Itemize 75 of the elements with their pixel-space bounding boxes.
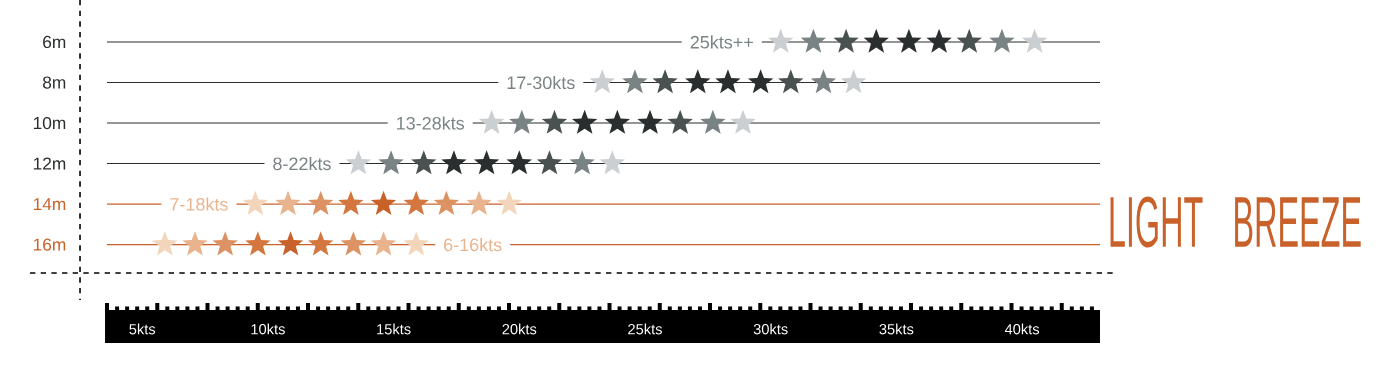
point bbox=[441, 150, 467, 175]
point bbox=[956, 28, 982, 53]
point bbox=[652, 69, 678, 94]
point bbox=[340, 231, 367, 256]
point bbox=[715, 69, 741, 94]
point bbox=[433, 190, 460, 215]
point bbox=[637, 109, 663, 134]
annotation: 6-16kts bbox=[444, 238, 502, 252]
point bbox=[403, 190, 429, 215]
x-tick-label: 25kts bbox=[628, 323, 662, 335]
point bbox=[277, 231, 304, 256]
point bbox=[569, 150, 595, 175]
point bbox=[536, 150, 563, 175]
point bbox=[506, 150, 532, 175]
point bbox=[466, 190, 492, 215]
point bbox=[810, 69, 837, 94]
point bbox=[245, 231, 271, 256]
point bbox=[182, 231, 208, 256]
x-tick-label: 5kts bbox=[129, 323, 156, 335]
point bbox=[378, 150, 404, 175]
point bbox=[212, 231, 238, 256]
point bbox=[403, 231, 429, 256]
y-tick-label: 16m bbox=[33, 238, 66, 251]
y-tick-label: 14m bbox=[33, 198, 66, 211]
point bbox=[541, 109, 568, 134]
point bbox=[589, 69, 615, 94]
point bbox=[989, 28, 1015, 53]
x-tick-label: 10kts bbox=[251, 323, 285, 335]
point bbox=[833, 28, 859, 53]
point bbox=[478, 109, 505, 134]
point bbox=[473, 150, 500, 175]
point bbox=[308, 231, 334, 256]
point bbox=[622, 69, 648, 94]
x-tick-label: 20kts bbox=[502, 323, 537, 335]
point bbox=[509, 109, 535, 134]
point bbox=[152, 231, 178, 256]
point bbox=[1021, 28, 1048, 53]
annotation: 7-18kts bbox=[170, 197, 228, 211]
point bbox=[700, 109, 726, 134]
y-tick-label: 10m bbox=[33, 116, 66, 130]
x-tick-label: 30kts bbox=[753, 323, 788, 335]
point bbox=[778, 69, 804, 94]
point bbox=[747, 69, 774, 94]
annotation: 17-30kts bbox=[507, 75, 575, 90]
point bbox=[275, 190, 301, 215]
point bbox=[604, 109, 631, 134]
point bbox=[667, 109, 693, 134]
point bbox=[242, 190, 269, 215]
point bbox=[571, 109, 598, 134]
annotation: 8-22kts bbox=[273, 156, 331, 171]
annotation: 13-28kts bbox=[397, 116, 465, 130]
y-tick-label: 6m bbox=[43, 35, 66, 49]
point bbox=[370, 231, 397, 256]
point bbox=[308, 190, 334, 215]
x-tick-label: 35kts bbox=[879, 323, 914, 335]
point bbox=[685, 69, 711, 94]
point bbox=[926, 28, 952, 53]
point bbox=[411, 150, 437, 175]
point bbox=[840, 69, 867, 94]
point bbox=[599, 150, 625, 175]
point bbox=[896, 28, 922, 53]
y-tick-label: 12m bbox=[33, 157, 66, 170]
point bbox=[800, 28, 827, 53]
annotation: 25kts++ bbox=[690, 35, 753, 49]
x-tick-label: 40kts bbox=[1004, 323, 1040, 335]
point bbox=[768, 28, 794, 53]
y-tick-label: 8m bbox=[42, 76, 66, 89]
point bbox=[496, 190, 522, 215]
point bbox=[338, 190, 364, 215]
text: LIGHT BREEZE bbox=[1110, 196, 1361, 248]
point bbox=[730, 109, 756, 134]
point bbox=[370, 190, 397, 215]
point bbox=[863, 28, 889, 53]
x-tick-label: 15kts bbox=[377, 323, 411, 335]
point bbox=[345, 150, 372, 175]
